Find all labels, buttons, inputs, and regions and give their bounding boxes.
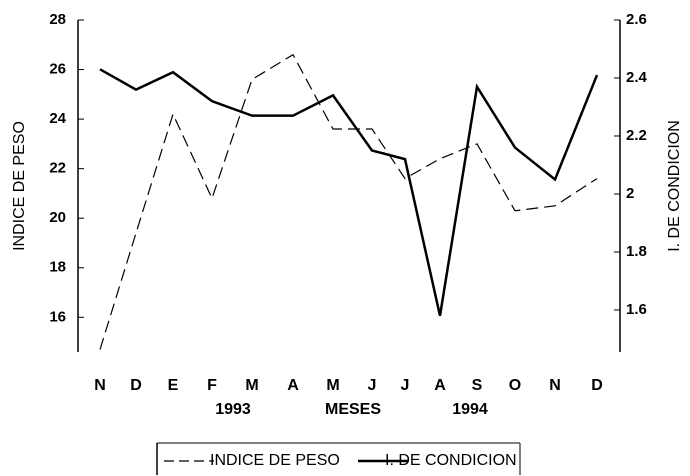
y2-tick-label: 2 bbox=[626, 185, 634, 202]
series-line bbox=[99, 68, 599, 317]
y2-tick-label: 1.6 bbox=[626, 301, 647, 318]
legend-label: I. DE CONDICION bbox=[385, 452, 517, 469]
y2-tick-label: 2.2 bbox=[626, 127, 647, 144]
y2-tick-label: 2.4 bbox=[626, 69, 648, 86]
series-line bbox=[99, 53, 598, 350]
x-sub-label: 1994 bbox=[452, 401, 488, 418]
y-tick-label: 28 bbox=[49, 11, 66, 28]
x-tick-label: D bbox=[130, 377, 142, 394]
y-tick-label: 20 bbox=[49, 209, 66, 226]
x-tick-label: O bbox=[509, 377, 521, 394]
x-tick-label: J bbox=[401, 377, 410, 394]
x-tick-label: S bbox=[472, 377, 483, 394]
x-tick-label: A bbox=[434, 377, 446, 394]
y-axis-title: INDICE DE PESO bbox=[11, 121, 28, 251]
y-tick-label: 22 bbox=[49, 160, 66, 177]
x-tick-label: M bbox=[326, 377, 339, 394]
legend-label: INDICE DE PESO bbox=[210, 452, 340, 469]
x-tick-label: E bbox=[168, 377, 179, 394]
y-tick-label: 18 bbox=[49, 259, 66, 276]
y2-axis-title: I. DE CONDICION bbox=[666, 120, 683, 252]
x-tick-label: J bbox=[368, 377, 377, 394]
y-tick-label: 16 bbox=[49, 308, 66, 325]
x-tick-label: M bbox=[245, 377, 258, 394]
y2-tick-label: 1.8 bbox=[626, 243, 647, 260]
x-tick-label: F bbox=[207, 377, 217, 394]
x-sub-label: MESES bbox=[325, 401, 381, 418]
x-sub-label: 1993 bbox=[215, 401, 251, 418]
x-tick-label: N bbox=[549, 377, 561, 394]
y2-tick-label: 2.6 bbox=[626, 11, 647, 28]
x-tick-label: D bbox=[591, 377, 603, 394]
x-tick-label: N bbox=[94, 377, 106, 394]
y-tick-label: 26 bbox=[49, 61, 66, 78]
y-tick-label: 24 bbox=[49, 110, 66, 127]
x-tick-label: A bbox=[287, 377, 299, 394]
